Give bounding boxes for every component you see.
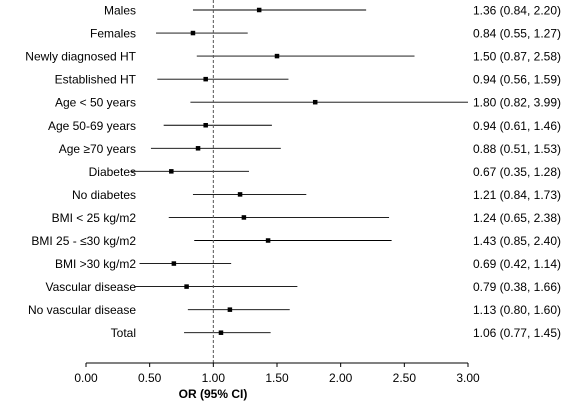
forest-row: Diabetes 0.67 (0.35, 1.28) <box>89 165 561 179</box>
row-label: Age 50-69 years <box>48 119 136 133</box>
ci-value-label: 0.67 (0.35, 1.28) <box>473 165 561 179</box>
x-axis: 0.00 0.50 1.00 1.50 2.00 2.50 3.00 <box>74 362 480 385</box>
or-marker <box>274 53 280 59</box>
ci-value-label: 1.36 (0.84, 2.20) <box>473 4 561 18</box>
row-label: No vascular disease <box>28 303 136 317</box>
x-tick-label: 3.00 <box>456 371 480 385</box>
ci-value-label: 1.80 (0.82, 3.99) <box>473 96 561 110</box>
forest-row: Vascular disease 0.79 (0.38, 1.66) <box>46 280 562 294</box>
x-tick-label: 2.00 <box>329 371 353 385</box>
or-marker <box>218 330 224 335</box>
forest-row: No diabetes 1.21 (0.84, 1.73) <box>72 188 561 202</box>
or-marker <box>190 30 196 36</box>
row-label: Males <box>104 4 136 18</box>
row-label: Females <box>90 27 136 41</box>
x-axis-title: OR (95% CI) <box>179 387 248 401</box>
ci-value-label: 1.21 (0.84, 1.73) <box>473 188 561 202</box>
row-label: BMI < 25 kg/m2 <box>52 211 137 225</box>
or-marker <box>169 169 174 174</box>
forest-row: BMI < 25 kg/m2 1.24 (0.65, 2.38) <box>52 211 561 225</box>
ci-value-label: 0.94 (0.61, 1.46) <box>473 119 561 133</box>
forest-row: Total 1.06 (0.77, 1.45) <box>111 326 561 340</box>
or-marker <box>227 307 233 312</box>
x-tick-label: 0.50 <box>138 371 162 385</box>
ci-value-label: 1.43 (0.85, 2.40) <box>473 234 561 248</box>
x-tick-label: 2.50 <box>393 371 417 385</box>
ci-value-label: 1.50 (0.87, 2.58) <box>473 50 561 64</box>
or-marker <box>171 261 177 266</box>
forest-row: BMI >30 kg/m2 0.69 (0.42, 1.14) <box>55 257 561 271</box>
or-marker <box>203 123 208 128</box>
or-marker <box>312 99 318 105</box>
row-label: BMI 25 - ≤30 kg/m2 <box>31 234 136 248</box>
ci-value-label: 0.84 (0.55, 1.27) <box>473 27 561 41</box>
forest-row: Newly diagnosed HT 1.50 (0.87, 2.58) <box>25 50 561 64</box>
forest-row: BMI 25 - ≤30 kg/m2 1.43 (0.85, 2.40) <box>31 234 561 248</box>
row-label: Age ≥70 years <box>59 142 136 156</box>
row-label: Age < 50 years <box>55 96 136 110</box>
or-marker <box>256 7 262 13</box>
forest-row: Age 50-69 years 0.94 (0.61, 1.46) <box>48 119 561 133</box>
or-marker <box>241 215 247 220</box>
x-tick-label: 1.00 <box>202 371 226 385</box>
or-marker <box>184 284 189 289</box>
row-label: Established HT <box>55 73 137 87</box>
forest-row: Age ≥70 years 0.88 (0.51, 1.53) <box>59 142 561 156</box>
ci-value-label: 1.06 (0.77, 1.45) <box>473 326 561 340</box>
row-label: Diabetes <box>89 165 136 179</box>
ci-value-label: 0.69 (0.42, 1.14) <box>473 257 561 271</box>
row-label: Newly diagnosed HT <box>25 50 136 64</box>
forest-row: Males 1.36 (0.84, 2.20) <box>104 4 561 18</box>
ci-value-label: 1.13 (0.80, 1.60) <box>473 303 561 317</box>
ci-value-label: 1.24 (0.65, 2.38) <box>473 211 561 225</box>
ci-value-label: 0.79 (0.38, 1.66) <box>473 280 561 294</box>
forest-row: Established HT 0.94 (0.56, 1.59) <box>55 73 561 87</box>
ci-value-label: 0.88 (0.51, 1.53) <box>473 142 561 156</box>
forest-row: Females 0.84 (0.55, 1.27) <box>90 27 561 41</box>
forest-row: No vascular disease 1.13 (0.80, 1.60) <box>28 303 561 317</box>
row-label: Vascular disease <box>46 280 137 294</box>
or-marker <box>195 146 201 151</box>
x-tick-label: 0.00 <box>74 371 98 385</box>
or-marker <box>237 192 243 197</box>
rows-layer: Males 1.36 (0.84, 2.20) Females 0.84 (0.55,… <box>25 4 561 341</box>
row-label: No diabetes <box>72 188 136 202</box>
or-marker <box>265 238 271 243</box>
x-tick-label: 1.50 <box>265 371 289 385</box>
ci-value-label: 0.94 (0.56, 1.59) <box>473 73 561 87</box>
row-label: BMI >30 kg/m2 <box>55 257 136 271</box>
or-marker <box>203 76 208 82</box>
forest-row: Age < 50 years 1.80 (0.82, 3.99) <box>55 96 561 110</box>
row-label: Total <box>111 326 136 340</box>
